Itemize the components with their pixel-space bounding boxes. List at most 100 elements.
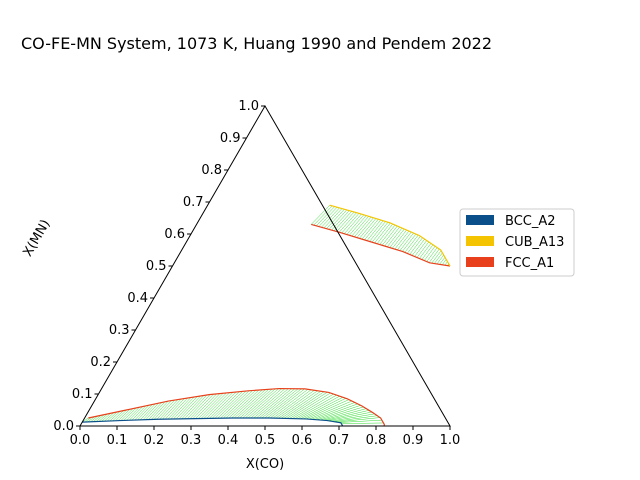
tie-line <box>217 390 247 419</box>
tie-line <box>341 422 384 424</box>
x-tick-label: 1.0 <box>440 433 461 448</box>
tie-line <box>336 211 355 232</box>
tie-line <box>314 403 358 420</box>
tie-line <box>376 223 393 244</box>
tie-line <box>407 236 421 254</box>
tie-line <box>258 388 296 419</box>
tie-line <box>333 415 378 422</box>
y-tick-label: 0.4 <box>127 291 148 306</box>
tie-line <box>319 406 364 421</box>
tie-line <box>356 217 374 238</box>
tie-line <box>90 415 99 423</box>
tie-line <box>242 388 276 419</box>
legend-label: FCC_A1 <box>505 256 554 271</box>
tie-line <box>264 388 302 419</box>
legend: BCC_A2 CUB_A13 FCC_A1 <box>459 208 575 277</box>
tie-line <box>261 388 299 419</box>
tie-line <box>404 234 419 253</box>
tie-line <box>187 394 211 419</box>
tie-line <box>317 405 361 421</box>
tie-line <box>294 394 337 419</box>
tie-line <box>153 400 172 420</box>
x-tick-label: 0.1 <box>107 433 128 448</box>
tie-line <box>270 389 309 419</box>
tie-line <box>402 233 417 252</box>
tie-line <box>209 391 237 419</box>
x-axis-label: X(CO) <box>246 457 284 472</box>
tie-line <box>247 388 282 419</box>
tie-line <box>239 388 273 419</box>
tie-line <box>275 390 315 419</box>
tie-line <box>394 230 410 250</box>
x-tick-label: 0.0 <box>70 433 91 448</box>
x-axis-ticks: 0.0 0.1 0.2 0.3 0.4 0.5 0.6 0.7 0.8 0.9 1.0 <box>70 426 461 448</box>
tie-line <box>98 413 108 422</box>
tie-line <box>192 393 217 419</box>
tie-line <box>364 219 381 241</box>
triangle-frame <box>79 105 451 427</box>
tie-line <box>162 398 182 420</box>
tie-line <box>303 398 347 420</box>
tie-line <box>245 388 279 419</box>
tie-line <box>250 388 286 419</box>
y-tick-label: 0.0 <box>53 419 74 434</box>
tie-line <box>167 397 188 420</box>
tie-line <box>211 391 240 419</box>
tie-line <box>384 226 400 247</box>
tie-line <box>137 404 153 421</box>
tie-line <box>120 408 134 421</box>
tie-line <box>123 407 137 421</box>
tie-line <box>389 228 405 248</box>
tie-line <box>336 417 380 423</box>
x-tick-label: 0.7 <box>329 433 350 448</box>
tie-line <box>333 211 352 231</box>
y-tick-label: 0.1 <box>72 387 93 402</box>
tie-line <box>318 207 338 227</box>
tie-line <box>339 212 357 233</box>
tie-line <box>151 400 169 420</box>
y-axis-ticks: 0.0 0.1 0.2 0.3 0.4 0.5 0.6 0.7 0.8 0.9 1.0 <box>53 99 265 434</box>
tie-line <box>349 215 367 236</box>
tie-line <box>131 405 147 421</box>
tie-line <box>397 231 412 251</box>
tie-line <box>311 402 355 420</box>
x-tick-label: 0.3 <box>181 433 202 448</box>
tie-line <box>321 207 340 228</box>
tie-line <box>181 395 204 420</box>
tie-line <box>381 225 398 246</box>
tie-line <box>281 391 321 419</box>
tie-line <box>214 391 243 419</box>
tie-line <box>134 404 150 421</box>
y-tick-label: 0.7 <box>183 195 204 210</box>
tie-line <box>428 248 440 263</box>
boundary-fcc-a1 <box>88 387 385 427</box>
tie-line <box>351 216 369 237</box>
y-tick-label: 0.2 <box>90 355 111 370</box>
tie-line <box>426 247 438 262</box>
tie-line <box>142 402 159 420</box>
tie-line <box>117 409 131 421</box>
x-tick-label: 0.4 <box>218 433 239 448</box>
x-tick-label: 0.9 <box>403 433 424 448</box>
tie-line <box>95 414 105 422</box>
y-tick-label: 0.9 <box>220 131 241 146</box>
tie-line <box>289 392 331 419</box>
tie-line <box>421 244 434 260</box>
tie-line <box>419 243 432 259</box>
tie-line <box>416 241 430 258</box>
x-tick-label: 0.8 <box>366 433 387 448</box>
tie-line <box>369 221 386 242</box>
tie-line <box>328 411 372 421</box>
tie-line <box>267 388 305 419</box>
tie-line <box>424 246 436 261</box>
tie-line <box>322 408 367 421</box>
tie-line <box>129 406 143 421</box>
tie-line <box>359 218 377 239</box>
tie-line <box>220 390 250 419</box>
tie-line <box>112 410 124 422</box>
tie-line <box>326 209 345 229</box>
tie-line <box>297 395 340 419</box>
tie-line <box>328 209 347 230</box>
tie-line <box>272 389 312 419</box>
